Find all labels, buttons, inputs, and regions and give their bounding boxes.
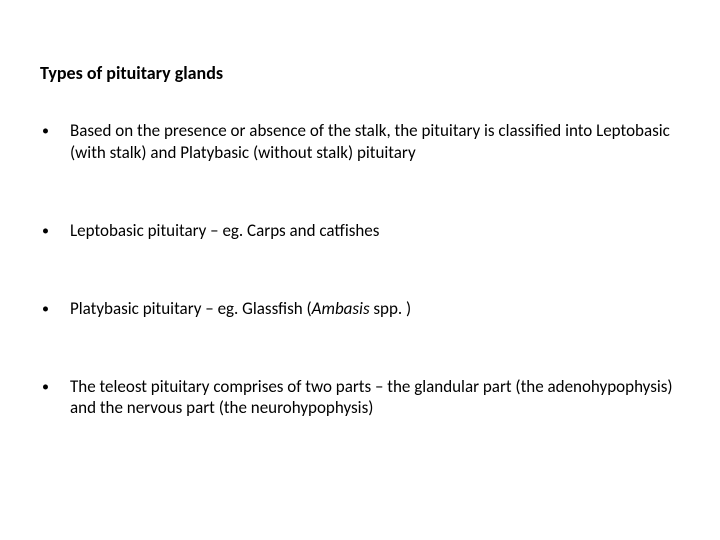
bullet-marker: • [40, 298, 70, 320]
slide-title: Types of pituitary glands [40, 62, 680, 84]
bullet-item: • The teleost pituitary comprises of two… [40, 376, 680, 420]
bullet-text: Based on the presence or absence of the … [70, 120, 680, 164]
bullet-item: • Leptobasic pituitary – eg. Carps and c… [40, 220, 680, 242]
bullet-text: Platybasic pituitary – eg. Glassfish (Am… [70, 298, 680, 320]
bullet-list: • Based on the presence or absence of th… [40, 120, 680, 419]
bullet-text-prefix: Platybasic pituitary – eg. Glassfish ( [70, 298, 312, 319]
bullet-item: • Platybasic pituitary – eg. Glassfish (… [40, 298, 680, 320]
bullet-text-italic: Ambasis [312, 298, 374, 319]
bullet-text-suffix: spp. ) [373, 298, 411, 319]
bullet-text: Leptobasic pituitary – eg. Carps and cat… [70, 220, 680, 242]
bullet-marker: • [40, 220, 70, 242]
bullet-marker: • [40, 376, 70, 398]
bullet-text: The teleost pituitary comprises of two p… [70, 376, 680, 420]
bullet-marker: • [40, 120, 70, 142]
bullet-item: • Based on the presence or absence of th… [40, 120, 680, 164]
